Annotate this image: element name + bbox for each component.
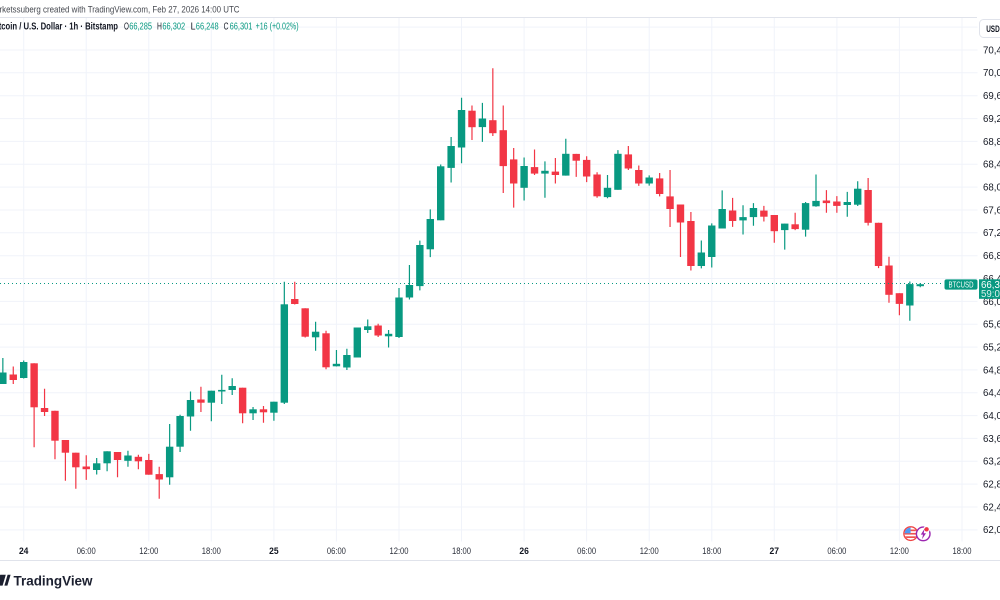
svg-text:06:00: 06:00	[77, 546, 96, 556]
svg-text:24: 24	[19, 546, 29, 556]
svg-text:66,248: 66,248	[196, 22, 219, 33]
svg-text:68,800: 68,800	[983, 137, 1000, 148]
svg-text:USD: USD	[986, 24, 1000, 35]
svg-text:62,800: 62,800	[983, 480, 1000, 491]
svg-text:12:00: 12:00	[390, 546, 409, 556]
svg-text:63,600: 63,600	[983, 434, 1000, 445]
svg-text:Bitcoin / U.S. Dollar · 1h · B: Bitcoin / U.S. Dollar · 1h · Bitstamp	[0, 22, 118, 33]
svg-text:62,400: 62,400	[983, 502, 1000, 513]
svg-text:C: C	[224, 22, 229, 33]
svg-text:+16 (+0.02%): +16 (+0.02%)	[256, 22, 299, 33]
svg-text:06:00: 06:00	[327, 546, 346, 556]
svg-text:18:00: 18:00	[953, 546, 972, 556]
svg-text:66,301: 66,301	[981, 280, 1000, 291]
svg-text:66,000: 66,000	[983, 297, 1000, 308]
svg-text:64,800: 64,800	[983, 365, 1000, 376]
svg-text:67,600: 67,600	[983, 205, 1000, 216]
svg-text:70,000: 70,000	[983, 68, 1000, 79]
svg-text:L: L	[191, 22, 196, 33]
svg-text:70,400: 70,400	[983, 45, 1000, 56]
svg-text:69,600: 69,600	[983, 91, 1000, 102]
svg-text:69,200: 69,200	[983, 114, 1000, 125]
svg-text:66,285: 66,285	[129, 22, 152, 33]
svg-text:67,200: 67,200	[983, 228, 1000, 239]
svg-text:12:00: 12:00	[640, 546, 659, 556]
svg-text:18:00: 18:00	[202, 546, 221, 556]
svg-text:TradingView: TradingView	[14, 574, 94, 590]
svg-text:63,200: 63,200	[983, 457, 1000, 468]
svg-text:66,302: 66,302	[162, 22, 185, 33]
svg-text:68,400: 68,400	[983, 160, 1000, 171]
svg-text:12:00: 12:00	[890, 546, 909, 556]
svg-text:27: 27	[770, 546, 780, 556]
svg-text:64,000: 64,000	[983, 411, 1000, 422]
svg-text:marketssuberg created with Tra: marketssuberg created with TradingView.c…	[0, 4, 240, 15]
svg-text:12:00: 12:00	[139, 546, 158, 556]
svg-text:62,000: 62,000	[983, 525, 1000, 536]
svg-text:25: 25	[269, 546, 279, 556]
svg-text:59:01: 59:01	[981, 289, 1000, 300]
svg-text:O: O	[124, 22, 129, 33]
svg-text:H: H	[157, 22, 162, 33]
svg-text:26: 26	[519, 546, 529, 556]
svg-text:66,800: 66,800	[983, 251, 1000, 262]
svg-text:65,600: 65,600	[983, 320, 1000, 331]
svg-text:18:00: 18:00	[452, 546, 471, 556]
svg-text:65,200: 65,200	[983, 342, 1000, 353]
svg-text:64,400: 64,400	[983, 388, 1000, 399]
svg-text:06:00: 06:00	[827, 546, 846, 556]
svg-text:18:00: 18:00	[702, 546, 721, 556]
svg-text:06:00: 06:00	[577, 546, 596, 556]
svg-text:BTCUSD: BTCUSD	[949, 280, 974, 290]
svg-text:66,301: 66,301	[230, 22, 253, 33]
svg-text:68,000: 68,000	[983, 183, 1000, 194]
